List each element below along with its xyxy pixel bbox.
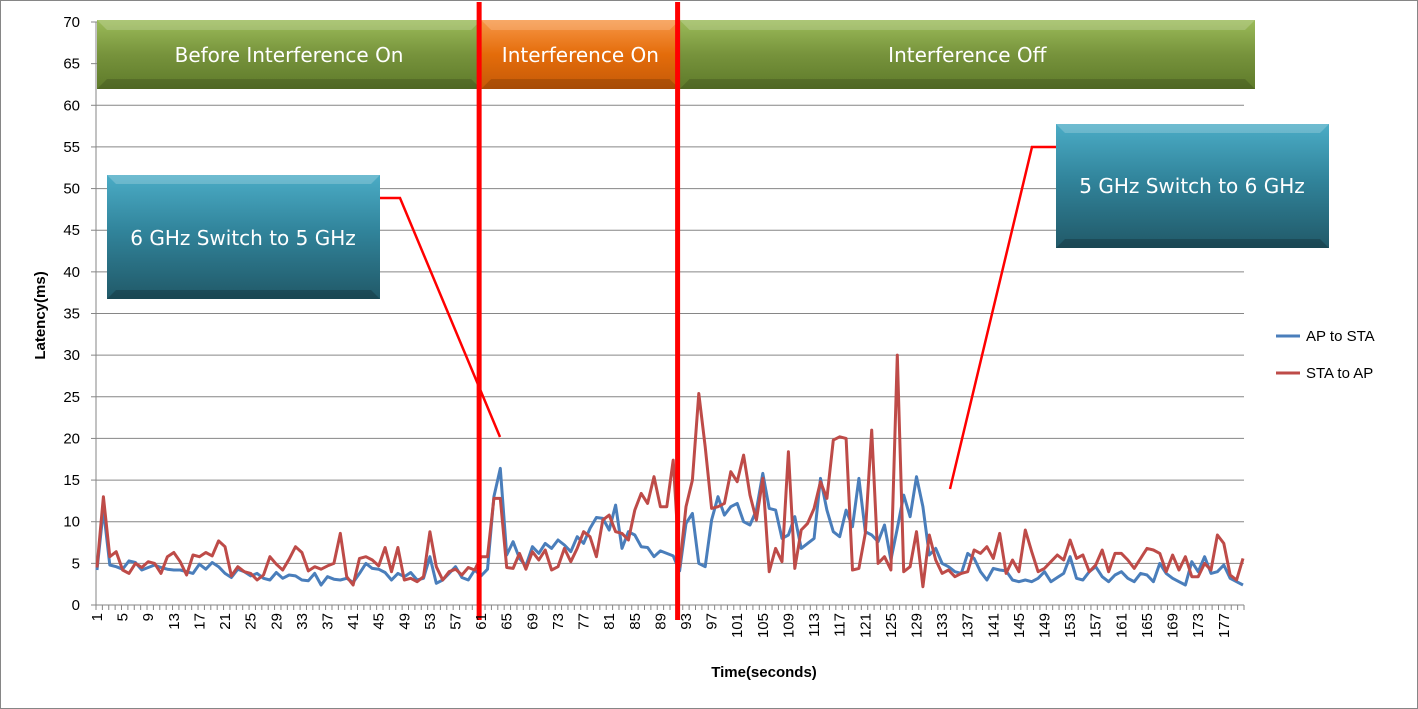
x-tick-label: 149: [1037, 613, 1054, 638]
x-tick-label: 85: [627, 613, 644, 630]
x-tick-label: 25: [243, 613, 260, 630]
x-tick-label: 37: [319, 613, 336, 630]
y-tick-label: 60: [63, 97, 80, 114]
phase-band-label: Interference Off: [888, 43, 1047, 67]
x-tick-label: 21: [217, 613, 234, 630]
callout-rect: [1056, 124, 1329, 248]
y-axis-title: Latency(ms): [32, 271, 49, 359]
callout-bevel: [107, 290, 380, 299]
legend-label: AP to STA: [1306, 328, 1375, 345]
x-tick-label: 125: [883, 613, 900, 638]
phase-band-bevel: [679, 79, 1255, 89]
callout-leader-line: [380, 196, 502, 438]
x-tick-label: 169: [1165, 613, 1182, 638]
x-tick-label: 161: [1113, 613, 1130, 638]
y-tick-label: 45: [63, 222, 80, 239]
x-tick-label: 157: [1088, 613, 1105, 638]
callout-bevel: [1056, 124, 1329, 133]
x-tick-label: 5: [115, 613, 132, 621]
series-line-ap-to-sta: [95, 466, 1244, 587]
x-tick-label: 173: [1190, 613, 1207, 638]
x-tick-label: 145: [1011, 613, 1028, 638]
y-tick-label: 55: [63, 139, 80, 156]
x-tick-label: 65: [499, 613, 516, 630]
callout-bevel: [1056, 239, 1329, 248]
x-tick-label: 101: [729, 613, 746, 638]
phase-band-bevel: [97, 79, 482, 89]
x-tick-label: 49: [396, 613, 413, 630]
x-tick-label: 1: [89, 613, 106, 621]
x-tick-label: 129: [908, 613, 925, 638]
y-tick-label: 5: [72, 555, 80, 572]
x-tick-label: 57: [448, 613, 465, 630]
y-tick-label: 15: [63, 472, 80, 489]
x-tick-label: 93: [678, 613, 695, 630]
x-tick-label: 45: [371, 613, 388, 630]
phase-band-label: Before Interference On: [175, 43, 404, 67]
x-tick-label: 121: [857, 613, 874, 638]
callout-box: 5 GHz Switch to 6 GHz: [948, 124, 1329, 490]
x-tick-label: 89: [652, 613, 669, 630]
x-tick-label: 133: [934, 613, 951, 638]
phase-band-bevel: [679, 20, 1255, 30]
x-tick-label: 113: [806, 613, 823, 637]
x-tick-label: 77: [576, 613, 593, 630]
x-axis-title: Time(seconds): [711, 664, 817, 681]
callout-box: 6 GHz Switch to 5 GHz: [107, 175, 502, 438]
callout-leader-line: [948, 145, 1056, 490]
phase-band: Interference On: [481, 20, 680, 89]
y-tick-label: 10: [63, 514, 80, 531]
y-tick-label: 65: [63, 56, 80, 73]
y-tick-label: 20: [63, 430, 80, 447]
phase-band-rect: [97, 20, 482, 89]
phase-band-bevel: [481, 20, 680, 30]
x-tick-label: 33: [294, 613, 311, 630]
x-tick-label: 97: [704, 613, 721, 630]
y-tick-label: 70: [63, 14, 80, 31]
x-tick-label: 29: [268, 613, 285, 630]
callout-label: 6 GHz Switch to 5 GHz: [130, 226, 356, 250]
phase-band: Interference Off: [679, 20, 1255, 89]
y-tick-label: 0: [72, 597, 80, 614]
callout-bevel: [107, 175, 380, 184]
callout-label: 5 GHz Switch to 6 GHz: [1079, 174, 1305, 198]
phase-band-bevel: [481, 79, 680, 89]
x-tick-label: 165: [1139, 613, 1156, 638]
x-tick-label: 9: [140, 613, 157, 621]
x-tick-label: 153: [1062, 613, 1079, 638]
x-tick-label: 137: [960, 613, 977, 638]
phase-band-bevel: [97, 20, 482, 30]
y-tick-label: 25: [63, 389, 80, 406]
phase-band-rect: [481, 20, 680, 89]
x-tick-label: 117: [832, 613, 849, 637]
legend-item: STA to AP: [1276, 365, 1373, 382]
x-tick-label: 141: [985, 613, 1002, 638]
x-tick-label: 53: [422, 613, 439, 630]
y-tick-label: 30: [63, 347, 80, 364]
x-tick-label: 177: [1216, 613, 1233, 638]
x-tick-label: 69: [524, 613, 541, 630]
x-tick-label: 61: [473, 613, 490, 630]
x-tick-label: 13: [166, 613, 183, 630]
x-tick-label: 17: [191, 613, 208, 630]
x-tick-label: 73: [550, 613, 567, 630]
x-tick-label: 105: [755, 613, 772, 638]
phase-band-rect: [679, 20, 1255, 89]
x-tick-label: 109: [780, 613, 797, 638]
x-tick-label: 41: [345, 613, 362, 630]
series-line-sta-to-ap: [95, 353, 1245, 589]
y-tick-label: 35: [63, 306, 80, 323]
legend-item: AP to STA: [1276, 328, 1375, 345]
phase-band-label: Interference On: [502, 43, 659, 67]
x-tick-label: 81: [601, 613, 618, 630]
y-tick-label: 40: [63, 264, 80, 281]
callout-rect: [107, 175, 380, 299]
y-tick-label: 50: [63, 181, 80, 198]
legend-label: STA to AP: [1306, 365, 1373, 382]
phase-band: Before Interference On: [97, 20, 482, 89]
